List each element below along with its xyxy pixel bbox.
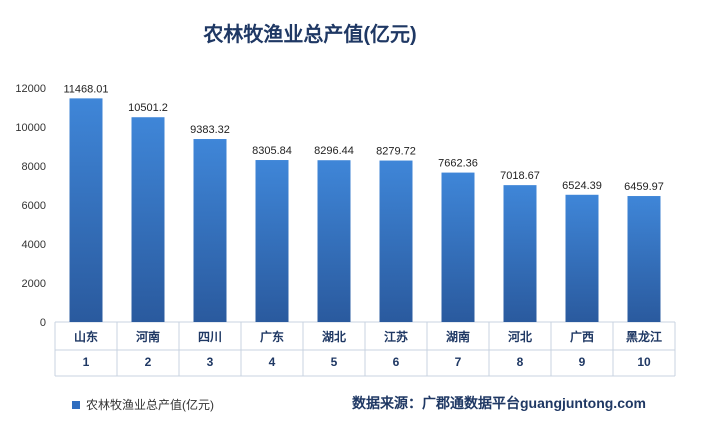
y-tick-label: 4000 — [22, 239, 46, 251]
bar — [503, 185, 537, 322]
data-label: 8296.44 — [314, 145, 354, 157]
bar — [379, 160, 413, 322]
x-category-label: 广东 — [260, 329, 284, 344]
bar — [131, 117, 165, 323]
x-category-label: 湖南 — [446, 329, 470, 344]
data-label: 6524.39 — [562, 180, 602, 192]
data-label: 6459.97 — [624, 181, 664, 193]
data-label: 10501.2 — [128, 102, 168, 114]
data-label: 11468.01 — [63, 83, 108, 95]
data-label: 7018.67 — [500, 170, 540, 182]
rank-label: 5 — [331, 355, 338, 369]
data-label: 9383.32 — [190, 124, 230, 136]
x-category-label: 河南 — [135, 329, 160, 344]
rank-label: 7 — [455, 355, 462, 369]
y-tick-label: 10000 — [15, 122, 46, 134]
legend: 农林牧渔业总产值(亿元) — [72, 396, 214, 413]
bar — [627, 196, 661, 322]
bar — [69, 98, 103, 322]
y-tick-label: 12000 — [15, 83, 46, 95]
x-category-label: 湖北 — [322, 329, 346, 344]
bar — [255, 160, 289, 322]
bar — [565, 194, 599, 322]
x-category-label: 山东 — [74, 329, 98, 344]
rank-label: 4 — [269, 355, 276, 369]
y-tick-label: 2000 — [22, 278, 46, 290]
legend-label: 农林牧渔业总产值(亿元) — [86, 398, 214, 412]
y-tick-label: 8000 — [22, 161, 46, 173]
data-label: 8279.72 — [376, 146, 416, 158]
rank-label: 9 — [579, 355, 586, 369]
y-tick-label: 0 — [40, 317, 46, 329]
x-category-label: 四川 — [198, 330, 222, 344]
y-tick-label: 6000 — [22, 200, 46, 212]
rank-label: 6 — [393, 355, 400, 369]
bar — [441, 172, 475, 322]
x-category-label: 河北 — [507, 329, 532, 344]
rank-label: 2 — [145, 355, 152, 369]
rank-label: 8 — [517, 355, 524, 369]
chart-title: 农林牧渔业总产值(亿元) — [203, 24, 417, 46]
data-label: 7662.36 — [438, 158, 478, 170]
data-label: 8305.84 — [252, 145, 292, 157]
rank-label: 3 — [207, 355, 214, 369]
legend-swatch — [72, 400, 80, 409]
bar — [193, 139, 227, 322]
rank-label: 10 — [637, 355, 651, 369]
x-category-label: 黑龙江 — [626, 329, 662, 344]
x-category-label: 广西 — [570, 329, 594, 344]
x-category-label: 江苏 — [384, 329, 408, 344]
source-note: 数据来源：广郡通数据平台guangjuntong.com — [352, 395, 646, 411]
bar — [317, 160, 351, 322]
rank-label: 1 — [83, 355, 90, 369]
